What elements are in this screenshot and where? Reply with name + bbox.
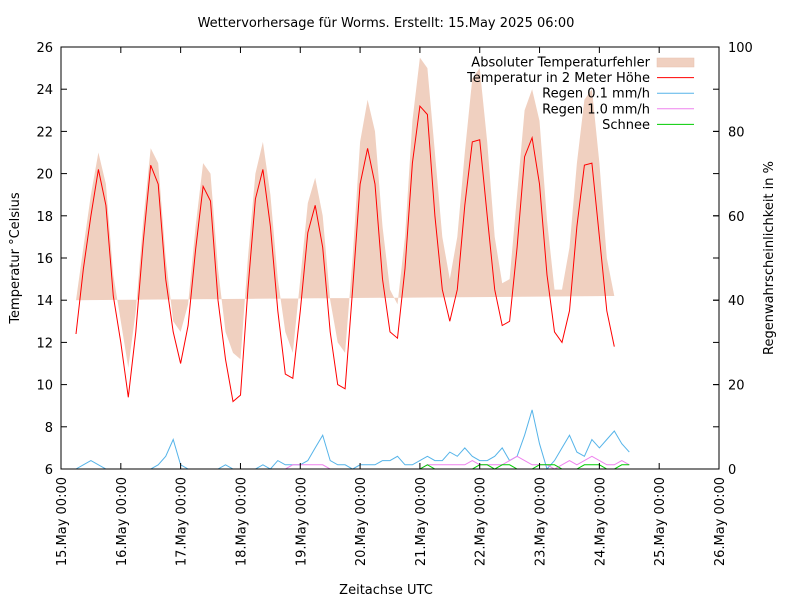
legend-label: Regen 0.1 mm/h — [542, 87, 650, 102]
x-tick-label: 15.May 00:00 — [55, 477, 70, 566]
y-tick-label: 20 — [36, 168, 53, 183]
x-tick-label: 25.May 00:00 — [653, 477, 668, 566]
y2-tick-label: 40 — [728, 294, 745, 309]
series-temperature — [75, 104, 615, 403]
x-tick-label: 21.May 00:00 — [414, 477, 429, 566]
x-tick-label: 20.May 00:00 — [354, 477, 369, 566]
x-axis-label: Zeitachse UTC — [339, 583, 433, 598]
y-tick-label: 10 — [36, 379, 53, 394]
y-axis-ticks: 6 8 10 12 14 16 18 20 22 24 26 — [36, 41, 719, 478]
chart-title: Wettervorhersage für Worms. Erstellt: 15… — [198, 16, 575, 31]
temperature-layer — [75, 104, 615, 403]
y-axis-label: Temperatur °Celsius — [8, 192, 23, 325]
legend-label: Regen 1.0 mm/h — [542, 102, 650, 117]
y-tick-label: 26 — [36, 41, 53, 56]
y2-axis-ticks: 0 20 40 60 80 100 — [713, 41, 753, 478]
temperature-error-band-layer — [76, 57, 615, 368]
x-tick-label: 17.May 00:00 — [175, 477, 190, 566]
y-tick-label: 18 — [36, 210, 53, 225]
y-tick-label: 8 — [45, 421, 53, 436]
y-tick-label: 6 — [45, 463, 53, 478]
x-tick-label: 23.May 00:00 — [534, 477, 549, 566]
y-tick-label: 12 — [36, 336, 53, 351]
x-tick-label: 26.May 00:00 — [713, 477, 728, 566]
x-axis-ticks: 15.May 00:00 16.May 00:00 17.May 00:00 18.M… — [55, 47, 728, 566]
y-tick-label: 22 — [36, 125, 53, 140]
x-tick-label: 24.May 00:00 — [593, 477, 608, 566]
y2-tick-label: 60 — [728, 210, 745, 225]
precipitation-layer — [75, 409, 630, 471]
x-tick-label: 18.May 00:00 — [234, 477, 249, 566]
x-tick-label: 16.May 00:00 — [115, 477, 130, 566]
y2-tick-label: 0 — [728, 463, 736, 478]
y2-axis-label: Regenwahrscheinlichkeit in % — [762, 161, 777, 355]
x-tick-label: 22.May 00:00 — [474, 477, 489, 566]
legend-swatch-band — [656, 57, 695, 68]
y2-tick-label: 100 — [728, 41, 753, 56]
x-tick-label: 19.May 00:00 — [294, 477, 309, 566]
legend-label: Schnee — [602, 118, 650, 133]
legend-label: Absoluter Temperaturfehler — [471, 56, 650, 71]
y-tick-label: 24 — [36, 83, 53, 98]
y2-tick-label: 80 — [728, 125, 745, 140]
y-tick-label: 16 — [36, 252, 53, 267]
legend-label: Temperatur in 2 Meter Höhe — [466, 71, 650, 86]
series-regen-0-1-mm-h — [75, 409, 630, 471]
y-tick-label: 14 — [36, 294, 53, 309]
temperature-error-band — [76, 57, 615, 368]
y2-tick-label: 20 — [728, 379, 745, 394]
